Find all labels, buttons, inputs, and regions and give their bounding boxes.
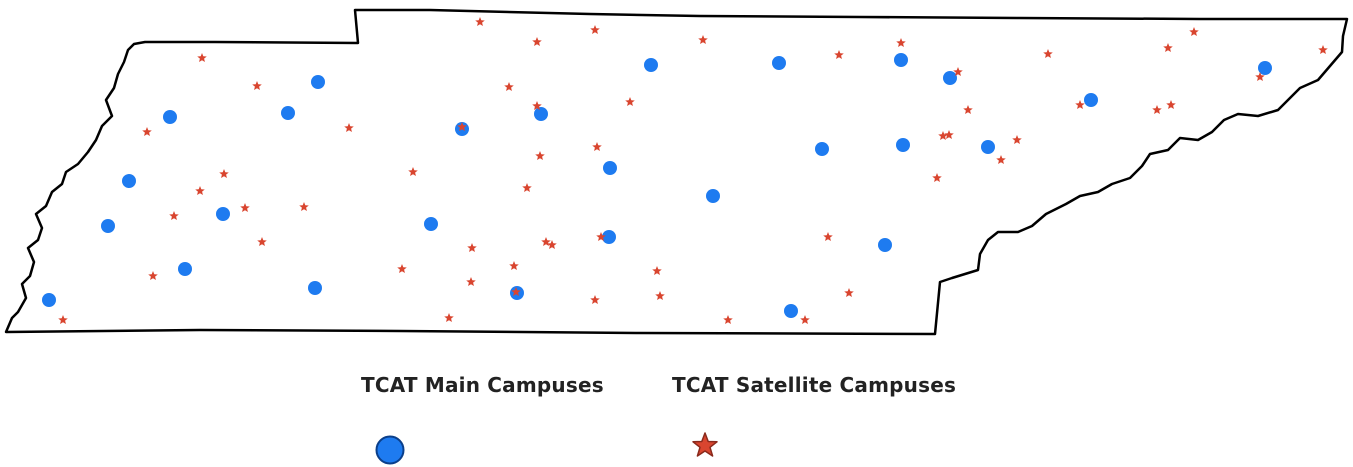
main-campus-marker (101, 219, 115, 233)
satellite-campus-marker (344, 123, 354, 133)
satellite-campus-marker (655, 291, 665, 301)
satellite-campus-marker (1043, 49, 1053, 59)
satellite-campus-marker (1166, 100, 1176, 110)
satellite-campus-marker (1152, 105, 1162, 115)
satellite-campus-marker (511, 287, 521, 297)
tennessee-state-border (4, 8, 1349, 336)
satellite-campus-marker (1255, 72, 1265, 82)
main-campus-marker (178, 262, 192, 276)
satellite-campus-marker (252, 81, 262, 91)
satellite-campus-marker (466, 277, 476, 287)
satellite-campus-marker (844, 288, 854, 298)
satellite-campus-marker (652, 266, 662, 276)
blue-dot-icon (375, 435, 405, 465)
satellite-campus-marker (408, 167, 418, 177)
satellite-campus-marker (299, 202, 309, 212)
main-campus-marker (424, 217, 438, 231)
main-campus-marker (981, 140, 995, 154)
satellite-campus-marker (457, 122, 467, 132)
satellite-campus-marker (532, 101, 542, 111)
satellite-campus-marker (590, 295, 600, 305)
main-campus-marker (644, 58, 658, 72)
satellite-campus-marker (142, 127, 152, 137)
main-campuses-layer (42, 53, 1272, 318)
satellite-campus-marker (1163, 43, 1173, 53)
main-campus-marker (603, 161, 617, 175)
satellite-campus-marker (698, 35, 708, 45)
main-campus-marker (308, 281, 322, 295)
satellite-campus-marker (1189, 27, 1199, 37)
main-campus-marker (815, 142, 829, 156)
main-campus-marker (163, 110, 177, 124)
satellite-campus-marker (823, 232, 833, 242)
satellite-campus-marker (169, 211, 179, 221)
satellite-campus-marker (625, 97, 635, 107)
legend-satellite-campuses-label: TCAT Satellite Campuses (672, 373, 957, 397)
main-campus-marker (281, 106, 295, 120)
red-star-icon (692, 432, 718, 457)
satellite-campus-marker (953, 67, 963, 77)
satellite-campus-marker (58, 315, 68, 325)
satellite-campus-marker (944, 130, 954, 140)
satellite-campus-marker (996, 155, 1006, 165)
satellite-campus-marker (504, 82, 514, 92)
main-campus-marker (602, 230, 616, 244)
satellite-campus-marker (547, 240, 557, 250)
satellite-campus-marker (963, 105, 973, 115)
satellite-campus-marker (532, 37, 542, 47)
satellite-campus-marker (195, 186, 205, 196)
satellite-campuses-layer (58, 17, 1328, 325)
satellite-campus-marker (590, 25, 600, 35)
main-campus-marker (772, 56, 786, 70)
main-campus-marker (706, 189, 720, 203)
satellite-campus-marker (509, 261, 519, 271)
satellite-campus-marker (1075, 100, 1085, 110)
satellite-campus-marker (197, 53, 207, 63)
satellite-campus-marker (444, 313, 454, 323)
satellite-campus-marker (535, 151, 545, 161)
satellite-campus-marker (1012, 135, 1022, 145)
main-campus-marker (784, 304, 798, 318)
satellite-campus-marker (541, 237, 551, 247)
main-campus-marker (311, 75, 325, 89)
main-campus-marker (534, 107, 548, 121)
main-campus-marker (896, 138, 910, 152)
satellite-campus-marker (596, 232, 606, 242)
main-campus-marker (894, 53, 908, 67)
legend-main-campuses-label: TCAT Main Campuses (361, 373, 604, 397)
main-campus-marker (878, 238, 892, 252)
main-campus-marker (122, 174, 136, 188)
satellite-campus-marker (896, 38, 906, 48)
satellite-campus-marker (397, 264, 407, 274)
satellite-campus-marker (257, 237, 267, 247)
satellite-campus-marker (1318, 45, 1328, 55)
satellite-campus-marker (467, 243, 477, 253)
main-campus-marker (216, 207, 230, 221)
main-campus-marker (1084, 93, 1098, 107)
satellite-campus-marker (834, 50, 844, 60)
main-campus-marker (42, 293, 56, 307)
satellite-campus-marker (800, 315, 810, 325)
main-campus-marker (1258, 61, 1272, 75)
satellite-campus-marker (240, 203, 250, 213)
satellite-campus-marker (932, 173, 942, 183)
satellite-campus-marker (219, 169, 229, 179)
satellite-campus-marker (592, 142, 602, 152)
satellite-campus-marker (148, 271, 158, 281)
satellite-campus-marker (522, 183, 532, 193)
satellite-campus-marker (938, 131, 948, 141)
satellite-campus-marker (723, 315, 733, 325)
main-campus-marker (943, 71, 957, 85)
satellite-campus-marker (475, 17, 485, 27)
